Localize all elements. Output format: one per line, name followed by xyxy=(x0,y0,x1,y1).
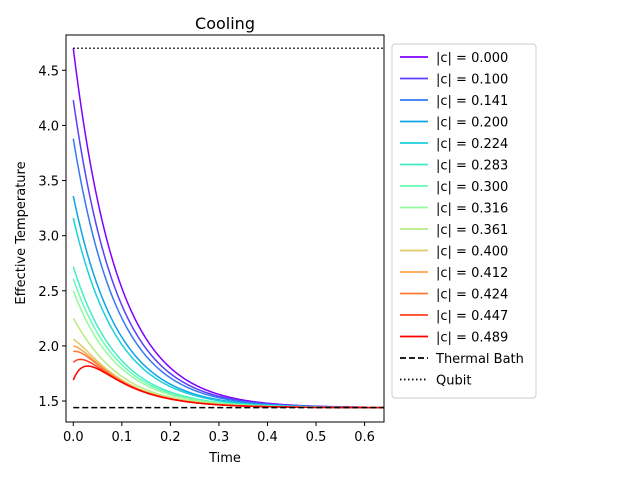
series-line-0 xyxy=(72,48,384,409)
x-tick-label: 0.2 xyxy=(160,430,181,445)
legend-label: |c| = 0.000 xyxy=(436,51,508,66)
legend-label: |c| = 0.361 xyxy=(436,223,508,238)
legend-label: |c| = 0.100 xyxy=(436,73,508,88)
legend-label: |c| = 0.200 xyxy=(436,116,508,131)
legend-label: |c| = 0.300 xyxy=(436,180,508,195)
series-line-13 xyxy=(72,365,384,409)
y-tick-label: 2.5 xyxy=(38,285,59,300)
x-axis-label: Time xyxy=(208,451,241,466)
legend-label: |c| = 0.424 xyxy=(436,288,508,303)
legend-label: Qubit xyxy=(436,374,471,389)
legend: |c| = 0.000 |c| = 0.100 |c| = 0.141 |c| = 0… xyxy=(391,43,537,399)
legend-label: |c| = 0.400 xyxy=(436,245,508,260)
plot-lines xyxy=(72,48,384,409)
legend-label: |c| = 0.283 xyxy=(436,159,508,174)
x-tick-label: 0.5 xyxy=(306,430,327,445)
series-line-1 xyxy=(72,99,384,409)
y-axis-label: Effective Temperature xyxy=(14,161,29,304)
x-tick-label: 0.6 xyxy=(354,430,375,445)
y-tick-label: 4.0 xyxy=(38,119,59,134)
legend-label: |c| = 0.316 xyxy=(436,202,508,217)
y-axis-ticks: 1.5 2.0 2.5 3.0 3.5 4.0 4.5 xyxy=(38,64,66,410)
legend-label: |c| = 0.141 xyxy=(436,94,508,109)
y-tick-label: 3.0 xyxy=(38,230,59,245)
x-tick-label: 0.3 xyxy=(209,430,230,445)
legend-label: |c| = 0.224 xyxy=(436,137,508,152)
y-tick-label: 4.5 xyxy=(38,64,59,79)
y-tick-label: 3.5 xyxy=(38,175,59,190)
y-tick-label: 2.0 xyxy=(38,340,59,355)
chart-title: Cooling xyxy=(195,14,255,33)
x-tick-label: 0.1 xyxy=(111,430,132,445)
legend-label: |c| = 0.447 xyxy=(436,309,508,324)
series-line-5 xyxy=(72,266,384,409)
x-axis-ticks: 0.0 0.1 0.2 0.3 0.4 0.5 0.6 xyxy=(63,422,375,445)
plot-frame xyxy=(65,34,385,423)
legend-label: |c| = 0.412 xyxy=(436,266,508,281)
y-tick-label: 1.5 xyxy=(38,395,59,410)
legend-label: Thermal Bath xyxy=(435,352,524,367)
x-tick-label: 0.4 xyxy=(257,430,278,445)
legend-box xyxy=(391,43,537,399)
series-line-7 xyxy=(72,290,384,409)
legend-label: |c| = 0.489 xyxy=(436,331,508,346)
reference-lines xyxy=(73,47,384,409)
x-tick-label: 0.0 xyxy=(63,430,84,445)
series-line-6 xyxy=(72,278,384,409)
